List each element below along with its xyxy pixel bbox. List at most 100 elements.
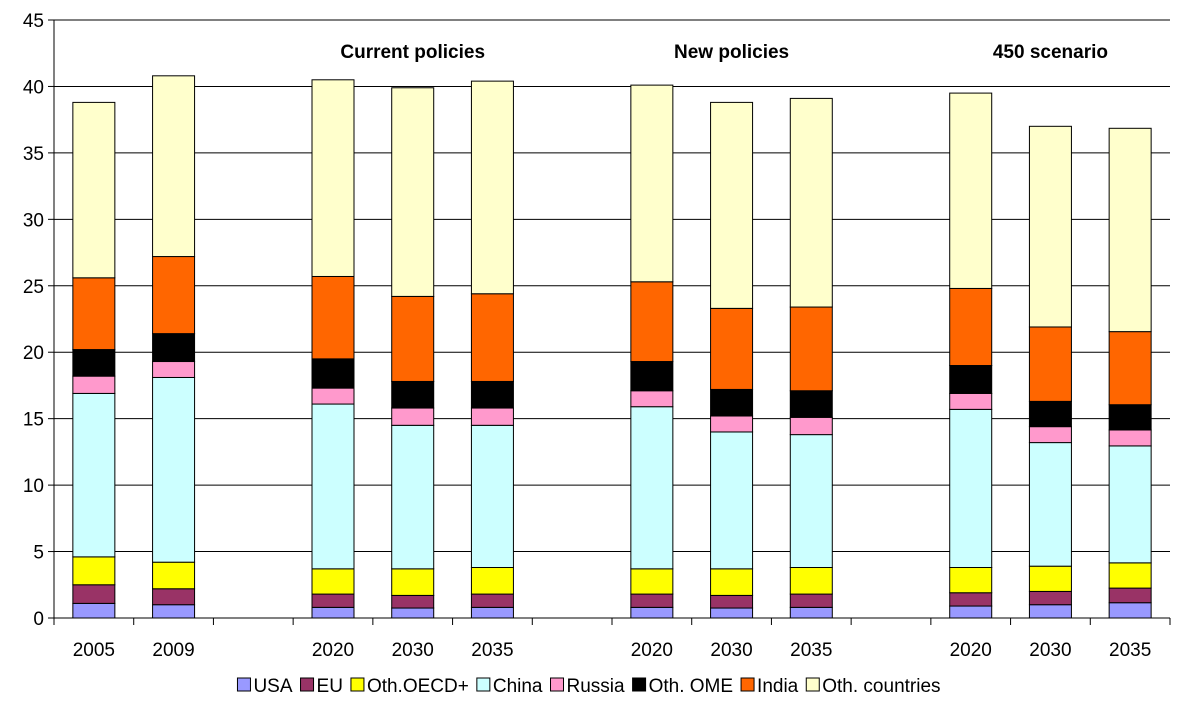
bar-segment-oth-oecd- (1028, 565, 1072, 592)
bar-segment-oth-oecd- (630, 568, 674, 595)
bar-segment-oth-oecd- (311, 568, 355, 595)
bar-segment-eu (1028, 590, 1072, 606)
y-tick-label: 40 (23, 77, 44, 98)
x-tick-label: 2009 (152, 640, 194, 661)
bar-segment-oth-ome (1028, 400, 1072, 428)
legend-swatch (236, 677, 251, 692)
x-tick-labels: 2005 2009 2020 2030 2035 2020 2030 2035 2020 2030… (73, 640, 1152, 661)
bar-segment-india (470, 293, 514, 382)
bar-segment-russia (391, 407, 435, 426)
scenario-label: Current policies (340, 42, 485, 63)
bar-segment-oth-countries (391, 87, 435, 297)
x-tick-label: 2035 (1109, 640, 1151, 661)
bar-segment-oth-ome (710, 388, 754, 417)
bar-segment-oth-ome (152, 333, 196, 363)
bar-segment-oth-countries (72, 101, 116, 279)
bar-segment-russia (710, 415, 754, 433)
scenario-label: 450 scenario (993, 42, 1108, 63)
bars (72, 75, 1152, 619)
y-tick-label: 20 (23, 343, 44, 364)
bar-segment-oth-oecd- (391, 568, 435, 596)
bar-segment-eu (789, 593, 833, 608)
bar-segment-oth-oecd- (949, 567, 993, 594)
bar-segment-russia (470, 407, 514, 426)
bar-segment-india (152, 256, 196, 335)
legend-swatch (740, 677, 755, 692)
y-tick-label: 25 (23, 277, 44, 298)
legend-label: Oth.OECD+ (367, 676, 469, 697)
bar-segment-russia (311, 387, 355, 405)
bar-segment-oth-ome (311, 358, 355, 389)
bar-segment-china (789, 434, 833, 569)
x-tick-label: 2020 (950, 640, 992, 661)
x-tick-label: 2035 (471, 640, 513, 661)
legend-swatch (476, 677, 491, 692)
bar-segment-india (630, 281, 674, 363)
x-tick-label: 2030 (1029, 640, 1071, 661)
legend-swatch (550, 677, 565, 692)
bar-segment-oth-oecd- (1108, 562, 1152, 589)
bar-segment-oth-ome (949, 365, 993, 394)
bar-segment-oth-countries (152, 75, 196, 258)
bar-segment-china (1108, 445, 1152, 564)
y-tick-label: 0 (33, 609, 44, 630)
y-tick-label: 30 (23, 210, 44, 231)
bar-segment-india (949, 287, 993, 367)
bar-segment-oth-countries (789, 97, 833, 308)
bar-segment-china (1028, 442, 1072, 567)
y-tick-labels: 0 5 10 15 20 25 30 35 40 45 (23, 11, 44, 630)
legend-label: Russia (567, 676, 626, 697)
bar-segment-eu (470, 593, 514, 608)
bar-segment-oth-countries (1108, 127, 1152, 333)
bar-segment-eu (710, 594, 754, 609)
bar-segment-russia (152, 361, 196, 378)
bar-segment-india (710, 307, 754, 390)
bar-segment-oth-countries (470, 80, 514, 295)
bar-segment-oth-oecd- (710, 568, 754, 596)
bar-segment-usa (391, 607, 435, 619)
bar-segment-oth-oecd- (72, 556, 116, 586)
bar-segment-usa (152, 604, 196, 619)
legend-label: Oth. OME (649, 676, 733, 697)
bar-segment-usa (470, 606, 514, 619)
bar-segment-oth-countries (1028, 125, 1072, 328)
bar-segment-china (391, 424, 435, 570)
bar-segment-usa (630, 606, 674, 619)
legend: USA EU Oth.OECD+ China Russia Oth. OME India Ot… (236, 676, 941, 697)
bar-segment-oth-oecd- (789, 567, 833, 595)
bar-segment-oth-ome (1108, 404, 1152, 431)
bar-segment-eu (72, 584, 116, 604)
bar-segment-usa (789, 606, 833, 619)
bar-segment-eu (630, 593, 674, 608)
bar-segment-russia (1108, 429, 1152, 447)
legend-swatch (350, 677, 365, 692)
x-tick-label: 2030 (710, 640, 752, 661)
x-tick-label: 2030 (392, 640, 434, 661)
bar-segment-china (949, 408, 993, 569)
bar-segment-usa (710, 607, 754, 619)
bar-segment-usa (1028, 604, 1072, 619)
bar-segment-russia (630, 390, 674, 408)
bar-segment-eu (391, 594, 435, 609)
bar-segment-oth-ome (789, 390, 833, 418)
bar-segment-usa (1108, 602, 1152, 619)
bar-segment-china (72, 392, 116, 558)
x-tick-label: 2035 (790, 640, 832, 661)
bar-segment-india (1108, 331, 1152, 406)
y-tick-label: 45 (23, 11, 44, 32)
x-tick-label: 2005 (73, 640, 115, 661)
bar-segment-eu (152, 588, 196, 606)
bar-segment-oth-oecd- (152, 561, 196, 590)
x-tick-label: 2020 (631, 640, 673, 661)
bar-segment-china (470, 424, 514, 569)
bar-segment-oth-ome (470, 380, 514, 409)
legend-swatch (300, 677, 315, 692)
legend-swatch (632, 677, 647, 692)
bar-segment-oth-oecd- (470, 567, 514, 595)
bar-segment-oth-ome (72, 349, 116, 377)
bar-segment-oth-countries (630, 84, 674, 283)
bar-segment-china (710, 431, 754, 570)
bar-segment-china (152, 376, 196, 563)
scenario-group-labels: Current policies New policies 450 scenario (340, 42, 1108, 63)
